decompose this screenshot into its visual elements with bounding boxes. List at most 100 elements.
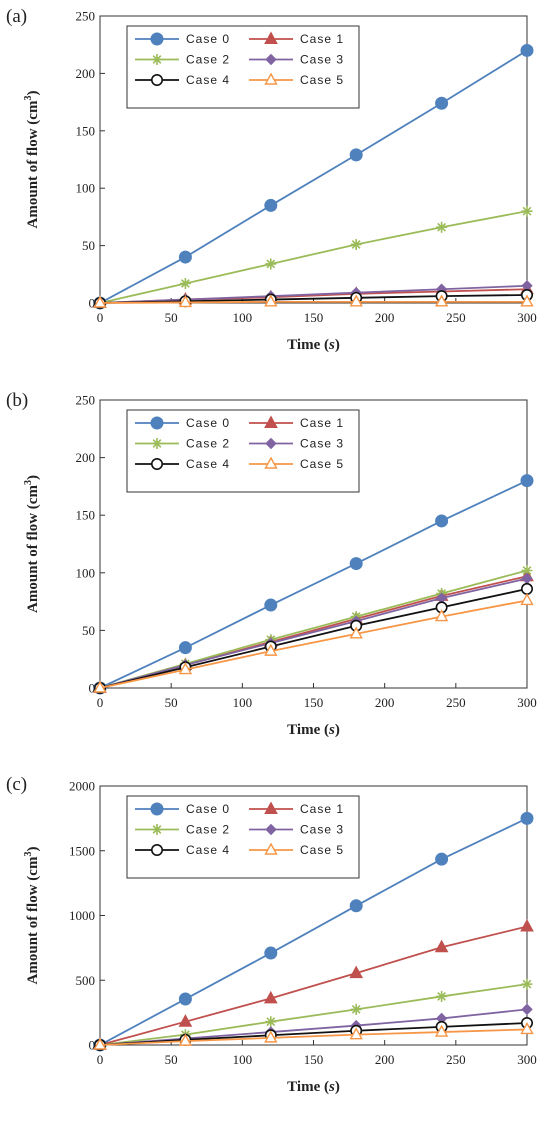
x-tick-label: 250 (446, 695, 466, 710)
data-point (436, 990, 448, 1002)
legend-marker (264, 31, 278, 44)
legend-entry: Case 4 (135, 73, 230, 87)
chart-panel-3: (c) 0 500 1000 1500 2000 0 50 100 150 200 250 300 Tim… (6, 774, 537, 1095)
legend-label: Case 5 (300, 457, 344, 471)
data-point (264, 294, 278, 307)
data-point (520, 918, 534, 932)
y-tick-label: 250 (76, 393, 96, 408)
legend-marker (150, 416, 164, 430)
y-tick-label: 1000 (69, 908, 95, 923)
series-line (99, 284, 528, 304)
data-point (435, 514, 449, 528)
series-line (99, 983, 528, 1046)
data-point (520, 294, 534, 307)
x-axis-title: Time (s) (287, 337, 340, 353)
legend-marker (151, 824, 163, 835)
x-tick-label: 50 (165, 1052, 178, 1067)
y-tick-label: 200 (76, 450, 96, 465)
x-tick-label: 0 (97, 310, 104, 325)
y-tick-label: 100 (76, 181, 96, 196)
data-point (349, 899, 363, 913)
legend-marker (150, 802, 164, 816)
data-point (350, 1003, 362, 1015)
legend-entry: Case 5 (249, 842, 343, 857)
data-point (265, 258, 277, 270)
y-tick-label: 100 (76, 565, 96, 580)
series-line (99, 1028, 528, 1046)
series-line (99, 294, 528, 304)
x-tick-label: 150 (304, 310, 324, 325)
series-case-5 (93, 1022, 534, 1050)
data-point (349, 148, 363, 162)
legend-entry: Case 2 (135, 437, 229, 451)
legend-marker (265, 53, 277, 66)
data-point (178, 641, 192, 655)
legend-marker (264, 415, 278, 428)
legend-marker (265, 823, 277, 836)
y-tick-label: 0 (89, 1038, 96, 1053)
x-tick-label: 0 (97, 695, 104, 710)
data-point (435, 96, 449, 110)
x-tick-label: 200 (375, 695, 395, 710)
y-tick-label: 250 (76, 9, 96, 24)
legend-entry: Case 3 (249, 437, 343, 451)
panel-label: (a) (6, 6, 27, 27)
x-tick-label: 100 (233, 695, 253, 710)
legend-label: Case 4 (186, 457, 230, 471)
series-line (99, 210, 528, 304)
x-tick-label: 250 (446, 1052, 466, 1067)
data-point (93, 680, 107, 693)
series-line (99, 1022, 528, 1046)
y-tick-label: 500 (76, 973, 96, 988)
legend-entry: Case 1 (249, 31, 344, 46)
data-point (264, 643, 278, 656)
y-axis-title: Amount of flow (cm3) (23, 475, 41, 613)
x-axis-title: Time (s) (287, 722, 340, 738)
legend: Case 0 Case 1 Case 2 Case 3 Case 4 Case 5 (126, 25, 360, 109)
legend-label: Case 5 (300, 73, 344, 87)
data-point (93, 295, 107, 308)
x-tick-label: 100 (233, 1052, 253, 1067)
legend-marker (150, 32, 164, 46)
data-point (349, 557, 363, 571)
legend-label: Case 1 (300, 32, 344, 46)
chart-panel-2: (b) 0 50 100 150 200 250 0 50 100 150 200 250 300 Time… (6, 390, 537, 738)
legend-marker (265, 437, 277, 450)
legend-marker (151, 54, 163, 65)
y-tick-label: 150 (76, 123, 96, 138)
legend-label: Case 2 (186, 53, 230, 67)
legend-entry: Case 1 (249, 415, 343, 430)
series-line (99, 577, 528, 689)
panel-label: (b) (6, 390, 28, 411)
x-tick-label: 150 (304, 695, 324, 710)
y-axis-title: Amount of flow (cm3) (23, 847, 41, 985)
legend-label: Case 4 (186, 843, 230, 857)
series-line (99, 300, 527, 304)
series-line (99, 1008, 528, 1046)
data-point (179, 277, 191, 289)
data-point (178, 294, 193, 308)
data-point (178, 662, 193, 675)
x-tick-label: 300 (517, 695, 537, 710)
series-line (99, 569, 528, 689)
x-tick-label: 300 (517, 1052, 537, 1067)
series-line (99, 599, 528, 689)
x-tick-label: 50 (165, 310, 178, 325)
legend-label: Case 0 (186, 802, 230, 816)
legend-entry: Case 1 (249, 801, 344, 816)
series-line (99, 49, 528, 304)
legend-label: Case 1 (300, 802, 344, 816)
data-point (349, 626, 363, 639)
data-point (264, 198, 278, 212)
x-tick-label: 300 (517, 310, 537, 325)
data-point (520, 592, 534, 606)
data-point (520, 582, 533, 595)
legend-label: Case 4 (186, 73, 230, 87)
data-point (521, 978, 533, 990)
legend-entry: Case 0 (135, 416, 229, 430)
y-tick-label: 0 (89, 296, 96, 311)
data-point (521, 1003, 533, 1016)
y-tick-label: 2000 (69, 779, 95, 794)
data-point (520, 43, 534, 57)
